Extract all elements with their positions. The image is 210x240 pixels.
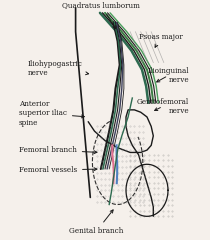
Text: Femoral branch: Femoral branch bbox=[19, 146, 97, 154]
Text: Genital branch: Genital branch bbox=[70, 210, 124, 235]
Text: Anterior
superior iliac
spine: Anterior superior iliac spine bbox=[19, 100, 84, 127]
Text: Femoral vessels: Femoral vessels bbox=[19, 166, 97, 174]
Text: Genitofemoral
nerve: Genitofemoral nerve bbox=[137, 98, 189, 115]
Text: Quadratus lumborum: Quadratus lumborum bbox=[62, 1, 140, 29]
Text: Psoas major: Psoas major bbox=[139, 32, 183, 47]
Text: Ilioinguinal
nerve: Ilioinguinal nerve bbox=[147, 67, 189, 84]
Text: Iliohypogastric
nerve: Iliohypogastric nerve bbox=[27, 60, 89, 77]
